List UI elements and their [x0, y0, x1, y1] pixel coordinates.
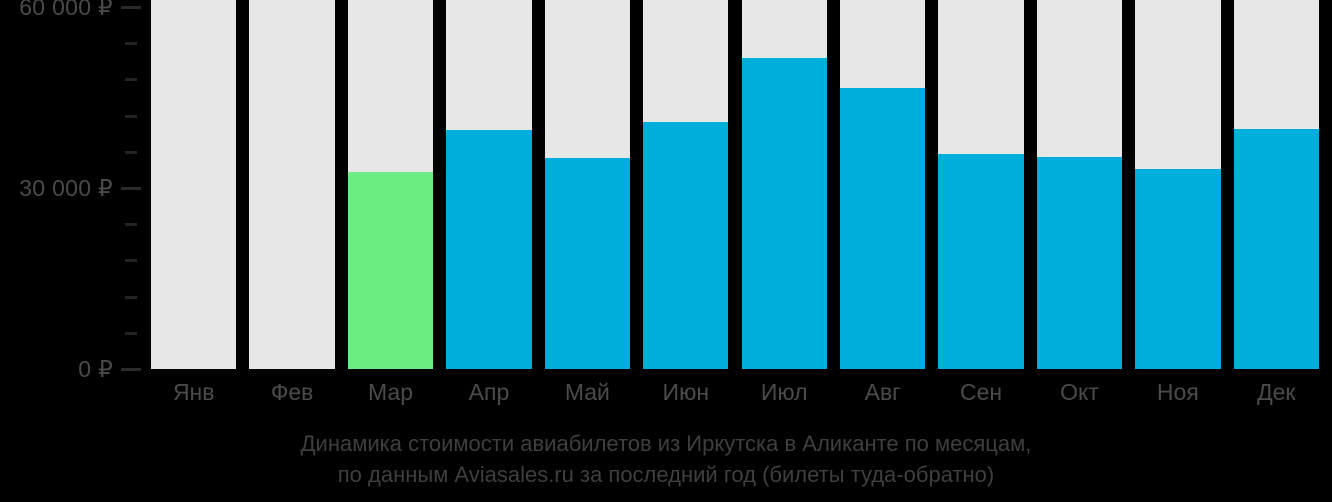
bar-авг[interactable] — [839, 87, 926, 369]
y-axis: 60 000 ₽ 30 000 ₽ 0 ₽ — [0, 0, 151, 381]
bar-окт[interactable] — [1036, 157, 1123, 369]
x-axis-label-ноя: Ноя — [1156, 379, 1199, 405]
bar-июн[interactable] — [643, 122, 729, 369]
y-axis-label: 60 000 ₽ — [19, 0, 113, 20]
x-axis-label-апр: Апр — [468, 379, 510, 405]
bar-апр[interactable] — [446, 130, 532, 369]
x-axis-label-авг: Авг — [864, 379, 901, 405]
x-axis-label-окт: Окт — [1060, 379, 1099, 405]
bar-slot-окт[interactable] — [1036, 0, 1123, 369]
y-tick-minor — [125, 331, 137, 335]
bar-slot-июн[interactable] — [643, 0, 729, 369]
bar-slot-ноя[interactable] — [1135, 0, 1221, 369]
caption-line-2: по данным Aviasales.ru за последний год … — [337, 462, 995, 487]
bar-slot-дек[interactable] — [1233, 0, 1319, 369]
bar-июл[interactable] — [741, 58, 827, 369]
bar-дек[interactable] — [1233, 128, 1319, 369]
bar-track — [249, 0, 335, 369]
caption-line-1: Динамика стоимости авиабилетов из Иркутс… — [300, 431, 1032, 456]
y-tick-major — [121, 368, 141, 371]
x-axis-label-июн: Июн — [662, 379, 710, 405]
y-tick-major — [121, 6, 141, 9]
x-axis-label-май: Май — [564, 379, 610, 405]
x-axis-label-мар: Мар — [368, 379, 414, 405]
chart-caption: Динамика стоимости авиабилетов из Иркутс… — [0, 428, 1332, 490]
bar-мар[interactable] — [347, 172, 434, 369]
bar-slot-янв[interactable] — [151, 0, 237, 369]
bar-slot-мар[interactable] — [347, 0, 434, 369]
y-axis-label: 0 ₽ — [78, 356, 113, 382]
y-tick-minor — [125, 223, 137, 227]
bar-май[interactable] — [544, 157, 631, 369]
bar-ноя[interactable] — [1135, 169, 1221, 369]
y-tick-minor — [125, 259, 137, 263]
bar-slot-апр[interactable] — [446, 0, 532, 369]
y-tick-minor — [125, 150, 137, 154]
plot-area — [151, 0, 1332, 369]
bar-slot-авг[interactable] — [839, 0, 926, 369]
bar-slot-май[interactable] — [544, 0, 631, 369]
bar-slot-фев[interactable] — [249, 0, 335, 369]
y-tick-minor — [125, 78, 137, 82]
bar-slot-июл[interactable] — [741, 0, 827, 369]
bar-track — [151, 0, 237, 369]
x-axis-label-фев: Фев — [270, 379, 314, 405]
bar-сен[interactable] — [938, 154, 1024, 369]
y-tick-major — [121, 187, 141, 190]
x-axis-label-июл: Июл — [760, 379, 808, 405]
x-axis: Янв Фев Мар Апр Май Июн Июл Авг Сен Окт Ноя Дек — [151, 369, 1332, 414]
y-axis-label: 30 000 ₽ — [19, 175, 113, 201]
y-tick-minor — [125, 114, 137, 118]
y-tick-minor — [125, 42, 137, 46]
y-tick-minor — [125, 295, 137, 299]
x-axis-label-дек: Дек — [1257, 379, 1296, 405]
x-axis-label-сен: Сен — [959, 379, 1003, 405]
bar-slot-сен[interactable] — [938, 0, 1024, 369]
x-axis-label-янв: Янв — [172, 379, 215, 405]
